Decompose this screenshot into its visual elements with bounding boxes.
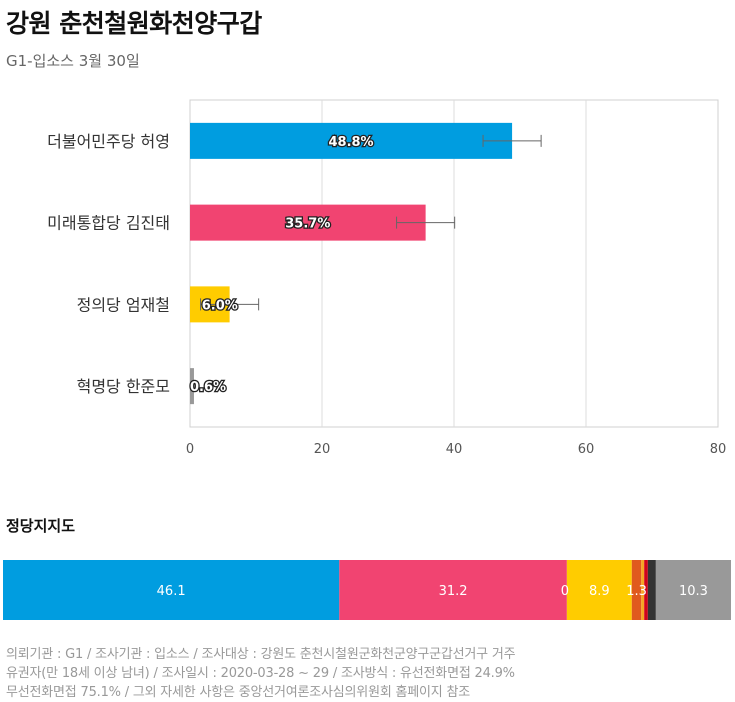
stacked-segment: [631, 560, 642, 620]
category-label: 미래통합당 김진태: [47, 214, 170, 233]
x-tick-label: 20: [314, 442, 331, 457]
value-label: 35.7%: [285, 217, 330, 232]
survey-footnote: 의뢰기관 : G1 / 조사기관 : 입소스 / 조사대상 : 강원도 춘천시철…: [6, 645, 516, 702]
chart-title: 강원 춘천철원화천양구갑: [6, 9, 262, 38]
footnote-line-3: 무선전화면접 75.1% / 그외 자세한 사항은 중앙선거여론조사심의위원회 …: [6, 685, 471, 700]
stacked-segment: [655, 560, 731, 620]
stacked-segment: [641, 560, 645, 620]
segment-label: 31.2: [439, 584, 468, 599]
party-support-title: 정당지지도: [6, 517, 76, 535]
bar: [190, 204, 426, 241]
candidate-bar-chart: 0 20 40 60 80 더불어민주당 허영 48.8% 미래통합당 김진태 35.7% 정의당…: [47, 99, 727, 457]
category-label: 더불어민주당 허영: [47, 132, 170, 151]
stacked-segment: [647, 560, 656, 620]
chart-subtitle: G1-입소스 3월 30일: [6, 52, 140, 70]
segment-label: 46.1: [157, 584, 186, 599]
segment-label: 1.3: [626, 584, 647, 599]
x-tick-label: 60: [578, 442, 595, 457]
footnote-line-2: 유권자(만 18세 이상 남녀) / 조사일시 : 2020-03-28 ~ 2…: [6, 666, 515, 681]
bar: [190, 368, 194, 405]
x-tick-label: 80: [710, 442, 727, 457]
segment-label: 8.9: [589, 584, 610, 599]
value-label: 6.0%: [202, 298, 238, 313]
value-label: 48.8%: [328, 135, 373, 150]
bar: [190, 122, 513, 159]
segment-label: 0: [561, 584, 569, 599]
segment-label: 10.3: [679, 584, 708, 599]
category-label: 정의당 엄재철: [77, 295, 170, 314]
stacked-segment: [644, 560, 648, 620]
stacked-segment: [339, 560, 567, 620]
category-label: 혁명당 한준모: [77, 377, 170, 396]
stacked-segment: [3, 560, 340, 620]
x-tick-label: 40: [446, 442, 463, 457]
party-support-stacked-bar: 46.1 31.2 0 8.9 1.3 10.3: [3, 560, 731, 620]
value-label: 0.6%: [190, 380, 226, 395]
x-tick-label: 0: [186, 442, 194, 457]
footnote-line-1: 의뢰기관 : G1 / 조사기관 : 입소스 / 조사대상 : 강원도 춘천시철…: [6, 647, 516, 662]
stacked-segment: [566, 560, 632, 620]
